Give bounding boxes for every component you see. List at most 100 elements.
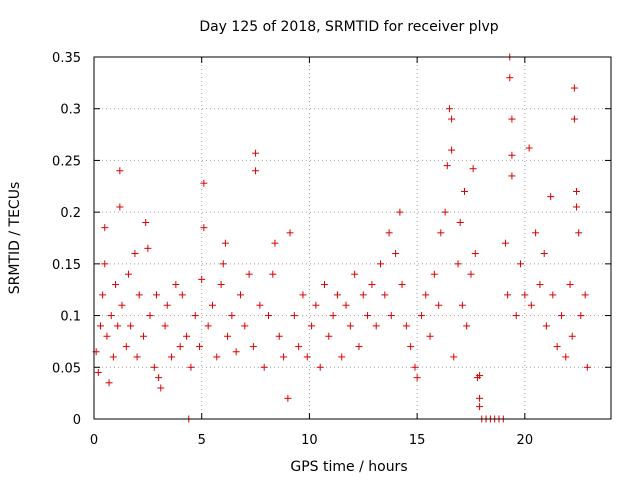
data-point [443, 162, 451, 170]
data-point [316, 363, 324, 371]
x-axis-title: GPS time / hours [290, 459, 407, 475]
y-tick-labels: 0 0.05 0.1 0.15 0.2 0.25 0.3 0.35 [52, 51, 81, 428]
data-point [144, 244, 152, 252]
data-point [284, 394, 292, 402]
data-point [476, 372, 484, 380]
grid-lines [94, 57, 611, 419]
data-point [463, 322, 471, 330]
data-point [392, 250, 400, 258]
data-point [568, 332, 576, 340]
axis-ticks [93, 56, 611, 420]
data-point [469, 165, 477, 173]
data-point [228, 312, 236, 320]
data-point [381, 291, 389, 299]
data-point [517, 260, 525, 268]
data-point [320, 281, 328, 289]
data-point [385, 229, 393, 237]
data-point [116, 167, 124, 175]
data-point [575, 229, 583, 237]
data-point [417, 312, 425, 320]
data-point [461, 187, 469, 195]
data-point [476, 403, 484, 411]
data-point [107, 312, 115, 320]
data-point [101, 224, 109, 232]
data-point [217, 281, 225, 289]
data-point [573, 203, 581, 211]
data-point [508, 172, 516, 180]
data-point [191, 312, 199, 320]
data-point [127, 322, 135, 330]
data-point [109, 353, 117, 361]
data-point [359, 291, 367, 299]
data-point [275, 332, 283, 340]
data-point [299, 291, 307, 299]
data-point [168, 353, 176, 361]
data-point [183, 332, 191, 340]
data-point [163, 301, 171, 309]
data-point [105, 379, 113, 387]
data-point [152, 291, 160, 299]
data-point [553, 343, 561, 351]
x-tick-label: 10 [301, 433, 318, 448]
data-point [271, 239, 279, 247]
data-point [456, 218, 464, 226]
data-point [303, 353, 311, 361]
data-point [325, 332, 333, 340]
x-tick-label: 20 [517, 433, 534, 448]
data-point [402, 322, 410, 330]
data-point [549, 291, 557, 299]
data-point [112, 281, 120, 289]
data-point [454, 260, 462, 268]
y-axis-title: SRMTID / TECUs [7, 182, 23, 295]
data-point [411, 363, 419, 371]
data-point [286, 229, 294, 237]
data-point [264, 312, 272, 320]
data-point [476, 394, 484, 402]
data-point [224, 332, 232, 340]
data-point [131, 250, 139, 258]
data-point [387, 312, 395, 320]
data-point [114, 322, 122, 330]
x-tick-labels: 0 5 10 15 20 [90, 433, 533, 448]
data-point [471, 250, 479, 258]
plot-frame [93, 56, 612, 420]
data-point [142, 218, 150, 226]
data-point [99, 291, 107, 299]
data-point [508, 115, 516, 123]
data-point [536, 281, 544, 289]
data-point [573, 187, 581, 195]
data-point [308, 322, 316, 330]
data-point [241, 322, 249, 330]
data-point [200, 224, 208, 232]
data-point [422, 291, 430, 299]
x-tick-label: 5 [198, 433, 206, 448]
data-point [213, 353, 221, 361]
data-point [269, 270, 277, 278]
data-point [435, 301, 443, 309]
data-point [450, 353, 458, 361]
data-point [198, 275, 206, 283]
data-point [161, 322, 169, 330]
data-point [295, 343, 303, 351]
data-point [577, 312, 585, 320]
y-tick-label: 0.1 [60, 310, 81, 325]
data-point [333, 291, 341, 299]
data-point [441, 208, 449, 216]
data-point [501, 239, 509, 247]
data-point [96, 322, 104, 330]
data-point [196, 343, 204, 351]
y-tick-label: 0.15 [52, 258, 81, 273]
data-point [122, 343, 130, 351]
data-point [581, 291, 589, 299]
data-point [208, 301, 216, 309]
data-point [407, 343, 415, 351]
data-point [252, 167, 260, 175]
data-point [236, 291, 244, 299]
data-point [508, 151, 516, 159]
data-point [94, 368, 102, 376]
data-point [256, 301, 264, 309]
data-point [187, 363, 195, 371]
data-point [467, 270, 475, 278]
data-point [135, 291, 143, 299]
